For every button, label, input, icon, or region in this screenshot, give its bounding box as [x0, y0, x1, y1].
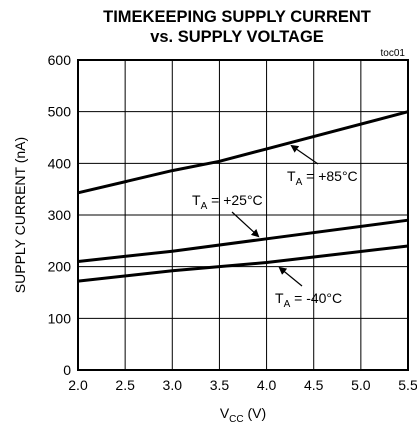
- x-axis-label-sub: CC: [229, 414, 243, 425]
- y-tick-label: 200: [48, 259, 72, 275]
- annotation-m40c-arrow: [278, 266, 303, 287]
- annotation-85c-suffix: = +85°C: [302, 168, 357, 184]
- x-axis-label-main: V: [220, 405, 230, 421]
- x-tick-labels: 2.0 2.5 3.0 3.5 4.0 4.5 5.0 5.5: [68, 377, 417, 393]
- series-line-m40c: [77, 244, 409, 283]
- series-line-85c: [77, 110, 409, 195]
- annotation-85c-arrow: [290, 144, 319, 165]
- plot-frame: [77, 59, 409, 371]
- annotation-m40c-suffix: = -40°C: [290, 290, 342, 306]
- annotation-25c-prefix: T: [192, 192, 201, 208]
- x-tick-label: 2.0: [68, 377, 88, 393]
- grid: [77, 59, 409, 371]
- annotation-85c-sub: A: [296, 177, 303, 188]
- x-tick-label: 3.5: [210, 377, 230, 393]
- series-lines: [77, 110, 409, 283]
- x-tick-label: 5.0: [351, 377, 371, 393]
- x-tick-label: 5.5: [398, 377, 417, 393]
- annotation-m40c-label: TA = -40°C: [275, 290, 342, 310]
- y-tick-labels: 0 100 200 300 400 500 600: [48, 52, 72, 378]
- x-tick-label: 4.0: [257, 377, 277, 393]
- annotation-25c-label: TA = +25°C: [192, 192, 263, 212]
- y-tick-label: 500: [48, 104, 72, 120]
- series-annotations: TA = +85°CTA = +25°CTA = -40°C: [192, 144, 358, 310]
- chart-subtitle: vs. SUPPLY VOLTAGE: [150, 28, 324, 46]
- y-tick-label: 300: [48, 207, 72, 223]
- annotation-85c-label: TA = +85°C: [287, 168, 358, 188]
- series-line-25c: [77, 218, 409, 263]
- annotation-85c-prefix: T: [287, 168, 296, 184]
- annotation-25c-sub: A: [201, 201, 208, 212]
- x-tick-label: 3.0: [163, 377, 183, 393]
- y-tick-label: 0: [63, 362, 71, 378]
- y-axis-label: SUPPLY CURRENT (nA): [12, 137, 28, 293]
- y-tick-label: 400: [48, 155, 72, 171]
- x-axis-label: VCC (V): [220, 405, 266, 425]
- annotation-m40c-prefix: T: [275, 290, 284, 306]
- y-tick-label: 600: [48, 52, 72, 68]
- annotation-25c-arrow: [231, 211, 260, 238]
- annotation-m40c-sub: A: [284, 299, 291, 310]
- x-axis-label-unit: (V): [244, 405, 267, 421]
- annotation-25c-suffix: = +25°C: [207, 192, 262, 208]
- chart-tag: toc01: [381, 48, 406, 59]
- x-tick-label: 2.5: [115, 377, 135, 393]
- chart-title: TIMEKEEPING SUPPLY CURRENT: [103, 8, 371, 26]
- x-tick-label: 4.5: [304, 377, 324, 393]
- y-tick-label: 100: [48, 310, 72, 326]
